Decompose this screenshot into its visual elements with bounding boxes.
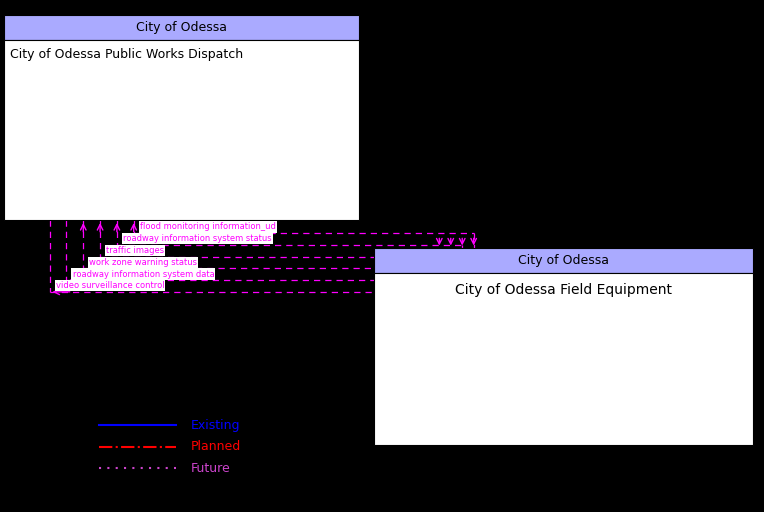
Text: Existing: Existing bbox=[191, 419, 241, 432]
Text: City of Odessa: City of Odessa bbox=[518, 254, 609, 267]
Text: City of Odessa Field Equipment: City of Odessa Field Equipment bbox=[455, 283, 672, 297]
Text: work zone warning status: work zone warning status bbox=[89, 258, 197, 267]
Text: traffic images: traffic images bbox=[106, 246, 164, 255]
Text: roadway information system status: roadway information system status bbox=[123, 234, 272, 243]
Text: Future: Future bbox=[191, 462, 231, 475]
Text: flood monitoring information_ud: flood monitoring information_ud bbox=[140, 222, 276, 231]
Bar bbox=[374, 273, 753, 445]
Text: Planned: Planned bbox=[191, 440, 241, 454]
Text: City of Odessa Public Works Dispatch: City of Odessa Public Works Dispatch bbox=[10, 48, 243, 60]
Bar bbox=[374, 248, 753, 273]
Text: City of Odessa: City of Odessa bbox=[136, 21, 227, 34]
Text: roadway information system data: roadway information system data bbox=[73, 269, 215, 279]
Bar bbox=[4, 40, 359, 220]
Bar bbox=[4, 15, 359, 40]
Text: video surveillance control: video surveillance control bbox=[56, 281, 164, 290]
